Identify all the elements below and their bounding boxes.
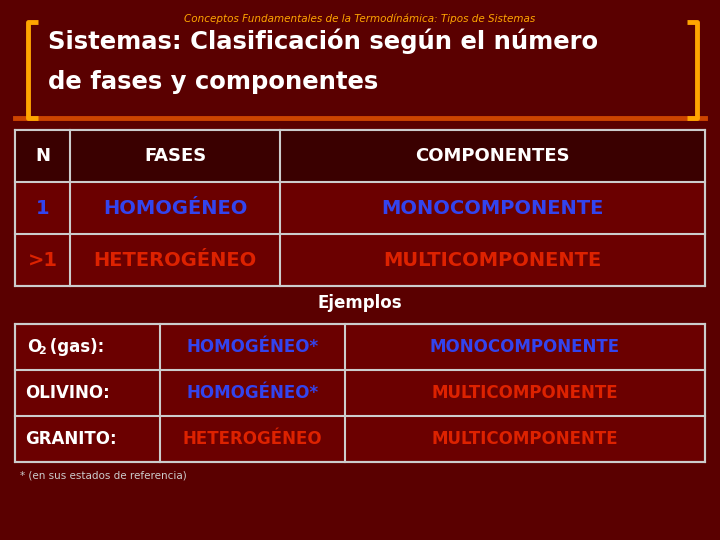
Text: >1: >1 xyxy=(27,251,58,269)
Text: HETEROGÉNEO: HETEROGÉNEO xyxy=(183,430,323,448)
Text: FASES: FASES xyxy=(144,147,206,165)
Text: HOMOGÉNEO*: HOMOGÉNEO* xyxy=(186,338,318,356)
Bar xyxy=(15,130,705,182)
Text: MULTICOMPONENTE: MULTICOMPONENTE xyxy=(432,384,618,402)
Text: * (en sus estados de referencia): * (en sus estados de referencia) xyxy=(20,470,186,480)
Text: MULTICOMPONENTE: MULTICOMPONENTE xyxy=(432,430,618,448)
Text: 2: 2 xyxy=(38,346,46,356)
Text: HOMOGÉNEO*: HOMOGÉNEO* xyxy=(186,384,318,402)
Text: de fases y componentes: de fases y componentes xyxy=(48,70,378,94)
Bar xyxy=(15,324,705,462)
Text: MONOCOMPONENTE: MONOCOMPONENTE xyxy=(430,338,620,356)
Text: MULTICOMPONENTE: MULTICOMPONENTE xyxy=(383,251,602,269)
Text: MONOCOMPONENTE: MONOCOMPONENTE xyxy=(382,199,603,218)
Text: N: N xyxy=(35,147,50,165)
Text: HOMOGÉNEO: HOMOGÉNEO xyxy=(103,199,247,218)
Text: COMPONENTES: COMPONENTES xyxy=(415,147,570,165)
Text: Conceptos Fundamentales de la Termodínámica: Tipos de Sistemas: Conceptos Fundamentales de la Termodínám… xyxy=(184,13,536,24)
Text: HETEROGÉNEO: HETEROGÉNEO xyxy=(94,251,256,269)
Text: 1: 1 xyxy=(36,199,49,218)
Text: GRANITO:: GRANITO: xyxy=(25,430,117,448)
Bar xyxy=(15,130,705,286)
Text: (gas):: (gas): xyxy=(44,338,104,356)
Text: OLIVINO:: OLIVINO: xyxy=(25,384,109,402)
Text: Ejemplos: Ejemplos xyxy=(318,294,402,312)
Text: O: O xyxy=(27,338,41,356)
Text: Sistemas: Clasificación según el número: Sistemas: Clasificación según el número xyxy=(48,28,598,53)
